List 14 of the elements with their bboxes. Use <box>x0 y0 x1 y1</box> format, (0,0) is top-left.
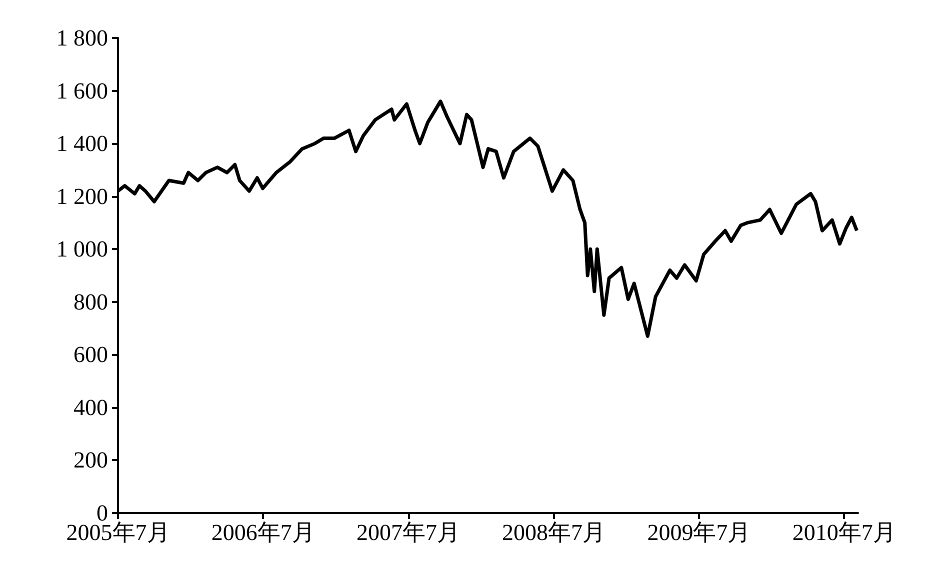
y-tick-label: 1 000 <box>56 236 108 262</box>
x-tick-label: 2010年7月 <box>792 520 896 545</box>
x-tick-label: 2006年7月 <box>211 520 315 545</box>
x-tick-label: 2007年7月 <box>356 520 460 545</box>
x-tick-label: 2009年7月 <box>647 520 751 545</box>
x-tick-label: 2008年7月 <box>502 520 606 545</box>
y-tick-label: 1 200 <box>56 184 108 209</box>
y-tick-label: 200 <box>74 448 108 473</box>
y-tick-label: 1 600 <box>56 78 108 104</box>
y-tick-label: 600 <box>74 342 108 368</box>
y-tick-label: 1 800 <box>56 26 108 50</box>
y-tick-label: 400 <box>74 394 108 420</box>
y-tick-label: 800 <box>74 289 108 314</box>
y-tick-label: 1 400 <box>56 131 108 156</box>
